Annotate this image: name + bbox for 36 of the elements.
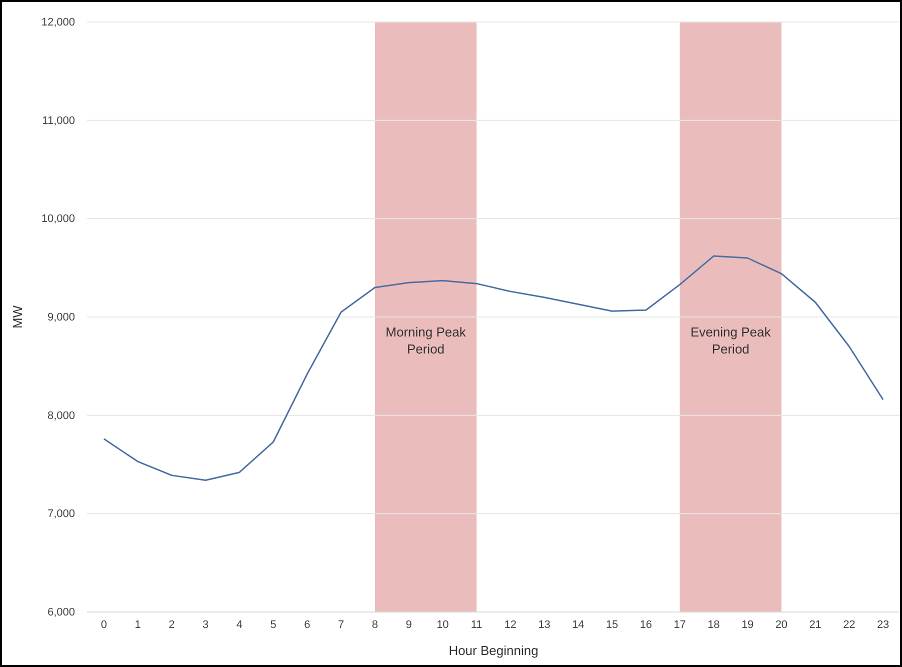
x-tick-label: 11 — [470, 618, 482, 631]
x-tick-label: 7 — [338, 618, 344, 631]
x-tick-label: 23 — [876, 618, 890, 631]
x-tick-label: 1 — [134, 618, 141, 631]
x-tick-label: 8 — [372, 618, 378, 631]
y-tick-label: 12,000 — [41, 16, 75, 29]
y-tick-label: 7,000 — [47, 508, 75, 520]
y-tick-label: 6,000 — [47, 606, 75, 619]
x-tick-label: 10 — [436, 618, 449, 631]
y-axis-title: MW — [10, 304, 25, 329]
x-tick-label: 9 — [406, 618, 412, 631]
x-tick-label: 6 — [304, 618, 310, 631]
x-tick-label: 3 — [202, 618, 209, 631]
x-tick-label: 12 — [504, 618, 517, 631]
band-label: Morning Peak Period — [386, 324, 466, 357]
x-tick-label: 2 — [168, 618, 175, 631]
y-tick-label: 9,000 — [47, 312, 75, 324]
x-tick-label: 16 — [640, 618, 652, 631]
x-tick-label: 19 — [741, 618, 754, 631]
y-tick-label: 10,000 — [41, 213, 75, 226]
band-label: Evening Peak Period — [690, 324, 772, 357]
x-tick-label: 5 — [270, 618, 276, 631]
x-axis-title: Hour Beginning — [448, 643, 538, 658]
y-tick-label: 8,000 — [47, 410, 75, 422]
x-tick-label: 18 — [708, 618, 720, 631]
x-tick-label: 13 — [538, 618, 550, 631]
x-tick-label: 21 — [809, 618, 822, 631]
x-tick-label: 15 — [606, 618, 618, 631]
y-tick-label: 11,000 — [42, 114, 75, 127]
x-tick-label: 17 — [674, 618, 686, 631]
x-tick-label: 14 — [572, 618, 584, 631]
x-tick-label: 22 — [843, 618, 856, 631]
line-series — [103, 255, 884, 481]
x-tick-label: 20 — [775, 618, 788, 631]
x-tick-label: 0 — [100, 618, 107, 631]
x-tick-label: 4 — [236, 618, 242, 631]
